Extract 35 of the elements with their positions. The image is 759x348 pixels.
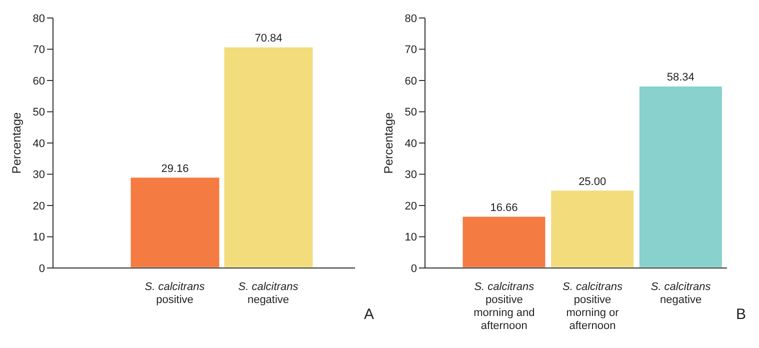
y-tick-label: 0 bbox=[38, 262, 45, 275]
y-tick-label: 10 bbox=[404, 232, 417, 244]
y-tick-label: 60 bbox=[404, 75, 417, 88]
y-tick-label: 10 bbox=[32, 232, 45, 244]
data-label: 58.34 bbox=[666, 72, 694, 84]
y-tick-label: 50 bbox=[404, 106, 417, 119]
y-axis-title: Percentage bbox=[9, 112, 24, 174]
text: A bbox=[364, 306, 374, 323]
y-tick-label: 50 bbox=[32, 106, 45, 119]
y-tick-label: 80 bbox=[32, 12, 45, 25]
x-tick-label: S. calcitrans negative bbox=[238, 281, 299, 306]
y-tick-label: 30 bbox=[404, 169, 417, 182]
y-tick-label: 0 bbox=[410, 262, 417, 275]
y-tick-label: 20 bbox=[404, 200, 417, 212]
data-label: 29.16 bbox=[161, 162, 189, 175]
data-label: 70.84 bbox=[254, 32, 282, 45]
y-tick-label: 70 bbox=[32, 44, 45, 56]
y-axis-title: Percentage bbox=[381, 112, 396, 174]
x-tick-label: S. calcitrans positive morning or afternoon bbox=[562, 281, 623, 332]
bar bbox=[638, 84, 724, 268]
text: B bbox=[736, 306, 746, 323]
y-tick-label: 40 bbox=[32, 138, 45, 150]
y-tick-label: 30 bbox=[32, 169, 45, 182]
y-tick-label: 80 bbox=[404, 12, 417, 25]
x-tick-label: S. calcitrans negative bbox=[650, 281, 712, 306]
y-tick-label: 60 bbox=[32, 75, 45, 88]
y-tick-label: 70 bbox=[404, 44, 417, 56]
data-label: 25.00 bbox=[578, 176, 606, 188]
data-label: 16.66 bbox=[490, 202, 518, 214]
x-tick-label: S. calcitrans positive morning and afternoon bbox=[474, 281, 535, 332]
bar bbox=[461, 215, 547, 268]
y-tick-label: 20 bbox=[32, 200, 45, 212]
bar bbox=[550, 189, 636, 268]
y-tick-label: 40 bbox=[404, 138, 417, 150]
x-tick-label: S. calcitrans positive bbox=[144, 281, 206, 306]
